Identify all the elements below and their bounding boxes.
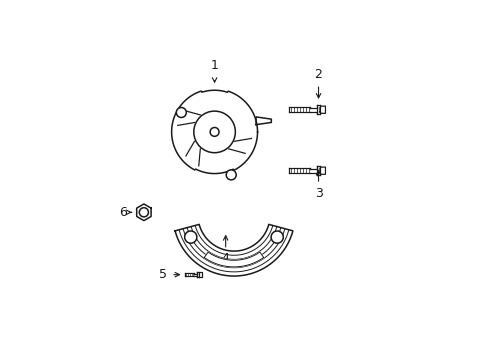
Circle shape — [193, 111, 235, 153]
Polygon shape — [204, 252, 263, 267]
Circle shape — [176, 108, 186, 117]
Polygon shape — [171, 90, 257, 174]
Text: 5: 5 — [159, 268, 167, 281]
Polygon shape — [256, 117, 271, 125]
Text: 4: 4 — [221, 252, 229, 265]
Circle shape — [210, 127, 219, 136]
Text: 3: 3 — [314, 187, 322, 201]
Text: 6: 6 — [119, 206, 127, 219]
Circle shape — [139, 208, 148, 217]
Text: 2: 2 — [314, 68, 322, 81]
Text: 1: 1 — [210, 59, 218, 72]
Polygon shape — [137, 204, 151, 221]
Circle shape — [184, 231, 197, 243]
Circle shape — [226, 170, 236, 180]
Polygon shape — [175, 224, 292, 276]
Circle shape — [270, 231, 283, 243]
